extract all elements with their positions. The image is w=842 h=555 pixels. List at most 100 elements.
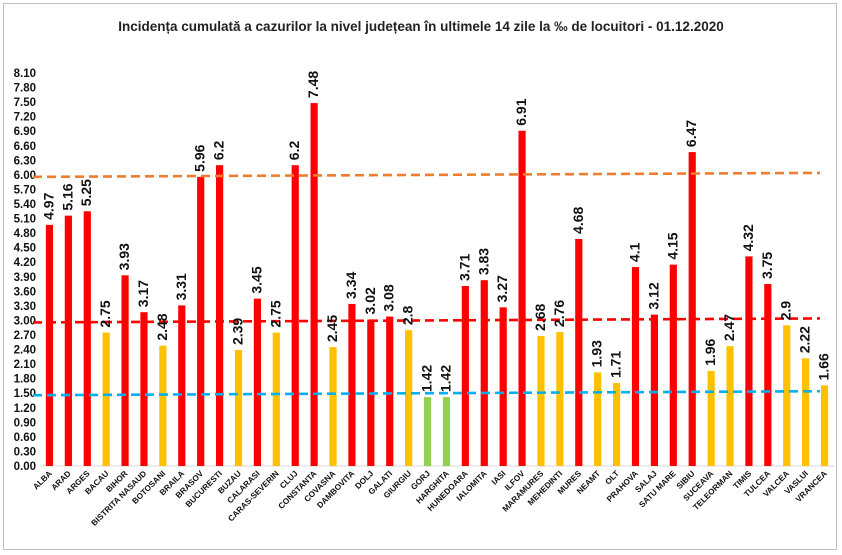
bar-buzau [234, 350, 243, 466]
y-tick-label: 1.80 [14, 374, 36, 386]
y-tick-label: 2.10 [14, 359, 36, 371]
y-tick-label: 3.90 [14, 272, 36, 284]
data-label: 2.48 [154, 313, 170, 340]
bar-mures [575, 238, 583, 466]
bar-neamt [594, 372, 602, 466]
data-label: 6.47 [683, 120, 699, 147]
data-label: 3.34 [343, 271, 359, 298]
data-label: 4.68 [570, 206, 586, 233]
threshold-line-0 [32, 171, 821, 179]
data-label: 2.68 [532, 304, 548, 331]
bar-hunedoara [461, 285, 469, 466]
data-label: 7.48 [305, 71, 321, 98]
data-label: 1.71 [608, 351, 624, 378]
data-label: 2.75 [97, 300, 113, 327]
data-label: 3.93 [116, 243, 132, 270]
bar-vaslui [802, 358, 810, 466]
threshold-lines [32, 171, 821, 397]
data-labels: 4.97 5.16 5.25 2.75 3.933.172.483.31 5.96 6.2 2… [40, 71, 831, 392]
bar-constanta [310, 103, 318, 466]
bar-ialomita [480, 280, 488, 466]
y-tick-label: 4.20 [14, 257, 36, 269]
y-tick-label: 3.30 [14, 301, 36, 313]
data-label: 3.02 [362, 287, 378, 314]
chart-frame [3, 3, 837, 550]
y-tick-label: 0.60 [14, 432, 36, 444]
bar-alba [45, 224, 54, 466]
bar-iasi [499, 307, 507, 466]
data-label: 6.2 [286, 141, 302, 161]
y-tick-label: 7.80 [14, 83, 36, 95]
y-tick-label: 6.60 [14, 141, 36, 153]
y-tick-label: 5.70 [14, 184, 36, 196]
y-tick-label: 4.50 [14, 243, 36, 255]
y-tick-label: 6.30 [14, 155, 36, 167]
data-label: 3.08 [381, 284, 397, 311]
data-label: 3.17 [135, 280, 151, 307]
bars [45, 103, 829, 466]
bar-giurgiu [405, 330, 413, 466]
bar-bihor [121, 275, 129, 466]
y-tick-label: 2.70 [14, 330, 36, 342]
data-label: 1.66 [816, 353, 832, 380]
bar-harghita [442, 397, 451, 466]
y-tick-label: 6.90 [14, 126, 36, 138]
y-tick-label: 5.40 [14, 199, 36, 211]
data-label: 1.93 [589, 340, 605, 367]
bar-calarasi [253, 298, 261, 466]
data-label: 3.27 [494, 275, 510, 302]
y-tick-label: 1.50 [14, 388, 36, 400]
data-label: 1.96 [702, 338, 718, 365]
y-tick-label: 7.20 [14, 112, 36, 124]
data-label: 3.71 [456, 254, 472, 281]
y-tick-label: 0.90 [14, 417, 36, 429]
bar-dambovita [348, 303, 356, 466]
threshold-line-1 [32, 317, 821, 324]
data-label: 4.1 [627, 242, 643, 262]
bar-cluj [291, 165, 299, 466]
data-label: 3.83 [475, 248, 491, 275]
y-tick-label: 3.00 [14, 315, 36, 327]
y-tick-label: 0.00 [14, 461, 36, 473]
data-label: 3.12 [645, 282, 661, 309]
y-tick-label: 0.30 [14, 446, 36, 458]
bar-arad [64, 215, 72, 466]
data-label: 3.31 [173, 273, 189, 300]
data-label: 2.39 [230, 318, 246, 345]
bar-arges [83, 211, 91, 466]
bar-tulcea [764, 284, 772, 466]
bar-satu-mare [669, 264, 677, 466]
data-label: 5.25 [78, 179, 94, 206]
bar-bistrita-nasaud [140, 312, 148, 466]
bar-sibiu [688, 152, 696, 466]
threshold-line-2 [32, 389, 821, 397]
bar-mehedinti [556, 332, 564, 466]
bar-maramures [537, 335, 545, 466]
chart-title: Incidența cumulată a cazurilor la nivel … [118, 19, 724, 34]
y-tick-label: 4.80 [14, 228, 36, 240]
data-label: 2.45 [324, 315, 340, 342]
data-label: 5.96 [192, 144, 208, 171]
y-tick-label: 7.50 [14, 97, 36, 109]
bar-caras-severin [272, 332, 280, 466]
y-tick-label: 2.40 [14, 345, 36, 357]
bar-botosani [159, 345, 167, 466]
data-label: 5.16 [59, 183, 75, 210]
y-axis: 0.00 0.30 0.60 0.90 1.20 1.50 1.80 2.10 2.40 2.70… [14, 68, 834, 473]
y-tick-label: 3.60 [14, 286, 36, 298]
bar-timis [745, 256, 753, 466]
data-label: 2.75 [267, 300, 283, 327]
y-tick-label: 8.10 [14, 68, 36, 80]
data-label: 2.9 [778, 301, 794, 321]
y-tick-label: 6.00 [14, 170, 36, 182]
data-label: 3.75 [759, 252, 775, 279]
bar-bucuresti [216, 165, 224, 466]
data-label: 4.97 [40, 192, 56, 219]
bar-suceava [707, 370, 715, 466]
data-label: 4.32 [740, 224, 756, 251]
y-tick-label: 1.20 [14, 403, 36, 415]
bar-salaj [650, 314, 658, 466]
bar-gorj [423, 397, 432, 466]
